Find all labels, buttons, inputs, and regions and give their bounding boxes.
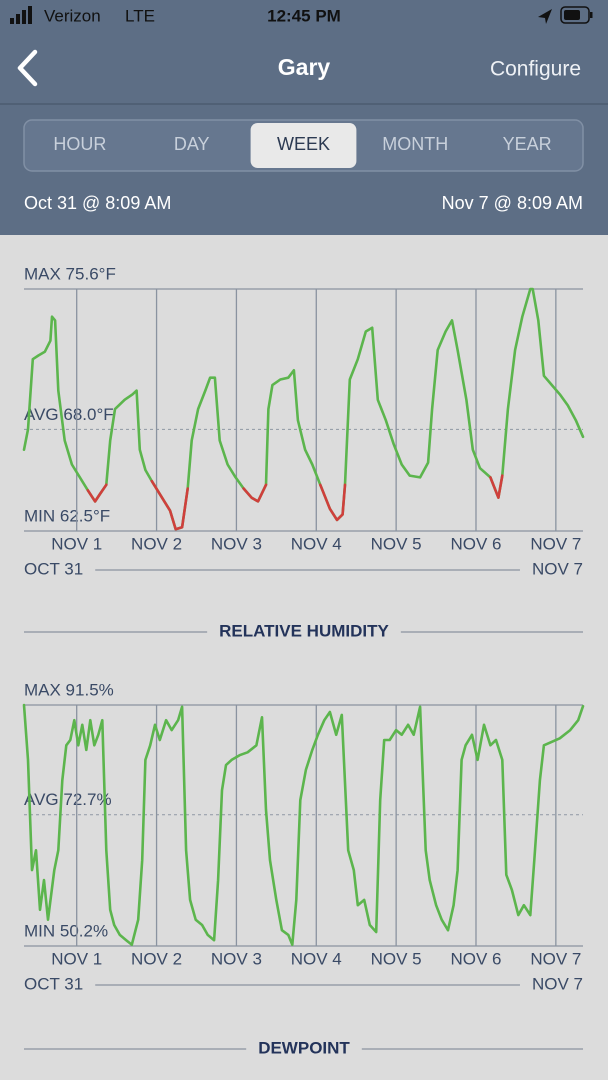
- x-tick-label: NOV 6: [450, 949, 501, 968]
- nav-title: Gary: [278, 54, 331, 80]
- y-tick-label: MIN 50.2%: [24, 921, 108, 940]
- data-line: [86, 474, 504, 531]
- x-tick-label: NOV 4: [291, 534, 342, 553]
- y-tick-label: AVG 68.0°F: [24, 405, 114, 424]
- x-tick-label: NOV 7: [530, 534, 581, 553]
- section-title: DEWPOINT: [258, 1038, 350, 1057]
- x-tick-label: NOV 4: [291, 949, 342, 968]
- x-range-end: NOV 7: [532, 974, 583, 993]
- x-tick-label: NOV 1: [51, 949, 102, 968]
- x-range-end: NOV 7: [532, 559, 583, 578]
- signal-icon: [10, 6, 32, 24]
- x-tick-label: NOV 3: [211, 534, 262, 553]
- tab[interactable]: MONTH: [382, 134, 448, 154]
- configure-button[interactable]: Configure: [490, 58, 581, 81]
- back-button[interactable]: [17, 49, 38, 87]
- x-tick-label: NOV 6: [450, 534, 501, 553]
- x-tick-label: NOV 5: [371, 534, 422, 553]
- x-tick-label: NOV 1: [51, 534, 102, 553]
- x-tick-label: NOV 7: [530, 949, 581, 968]
- section-title: RELATIVE HUMIDITY: [219, 621, 389, 640]
- y-tick-label: MAX 75.6°F: [24, 264, 116, 283]
- tab[interactable]: YEAR: [503, 134, 552, 154]
- x-tick-label: NOV 3: [211, 949, 262, 968]
- range-end: Nov 7 @ 8:09 AM: [442, 193, 583, 213]
- range-start: Oct 31 @ 8:09 AM: [24, 193, 171, 213]
- x-range-start: OCT 31: [24, 559, 83, 578]
- tab[interactable]: HOUR: [53, 134, 106, 154]
- battery-icon: [560, 6, 593, 24]
- x-tick-label: NOV 2: [131, 534, 182, 553]
- tab[interactable]: WEEK: [277, 134, 330, 154]
- location-icon: [538, 9, 552, 24]
- y-tick-label: MIN 62.5°F: [24, 506, 110, 525]
- header-bg: [0, 0, 608, 235]
- tab-selected-bg: [250, 123, 357, 168]
- network: LTE: [125, 6, 155, 25]
- carrier: Verizon: [44, 6, 101, 25]
- x-tick-label: NOV 2: [131, 949, 182, 968]
- tab[interactable]: DAY: [174, 134, 210, 154]
- y-tick-label: MAX 91.5%: [24, 680, 114, 699]
- clock: 12:45 PM: [267, 6, 341, 25]
- x-tick-label: NOV 5: [371, 949, 422, 968]
- x-range-start: OCT 31: [24, 974, 83, 993]
- data-line: [22, 703, 585, 947]
- y-tick-label: AVG 72.7%: [24, 790, 112, 809]
